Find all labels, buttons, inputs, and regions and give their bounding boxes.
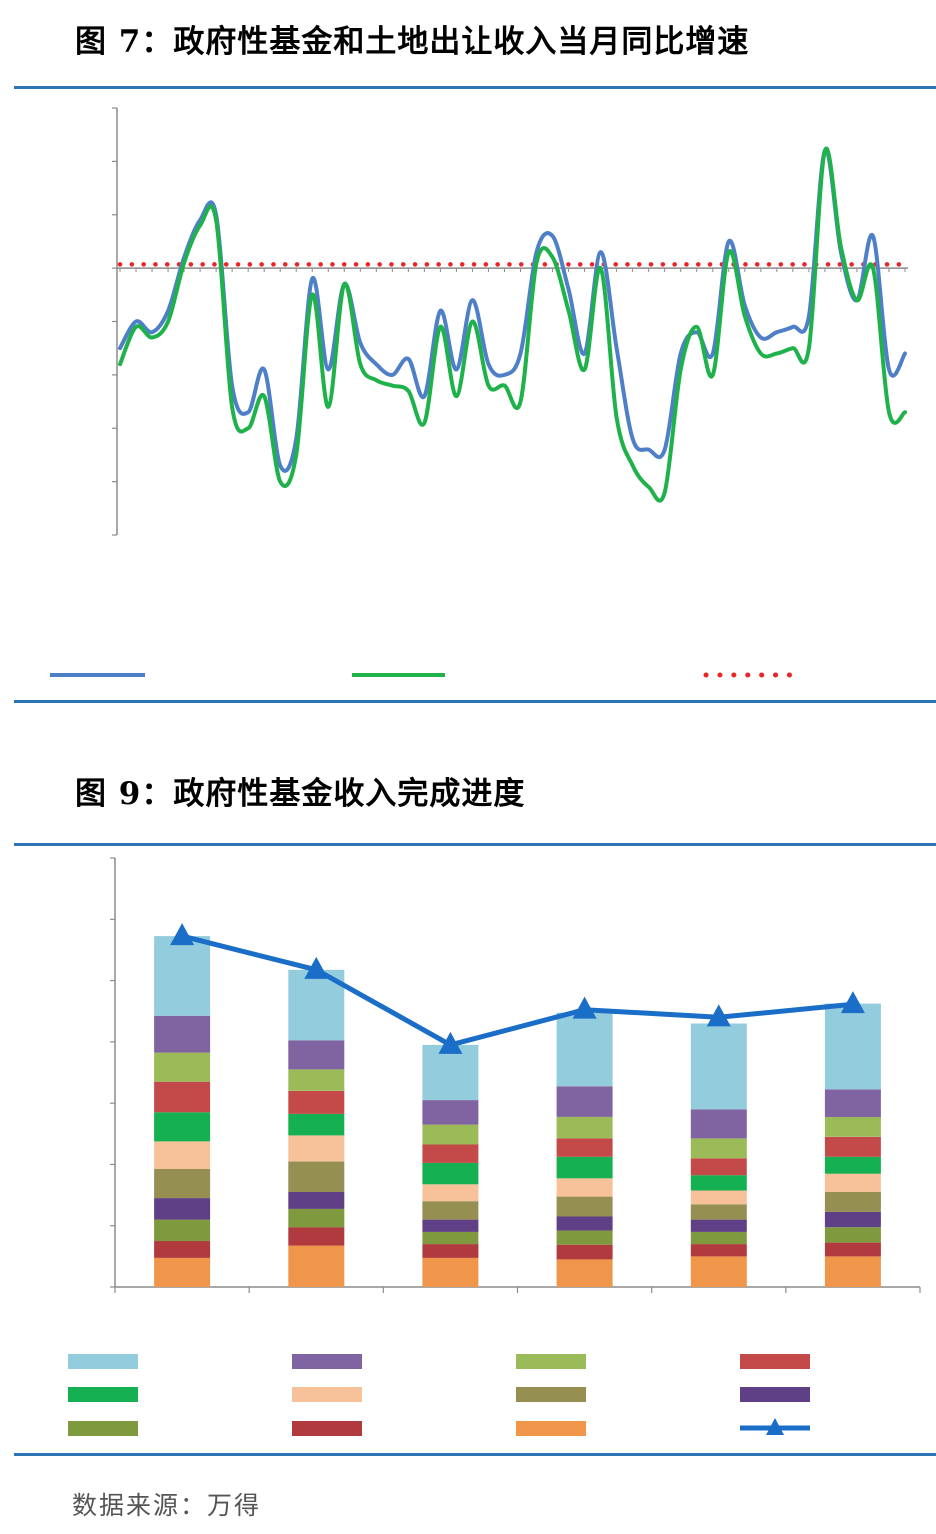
legend-swatch [740, 1354, 810, 1369]
legend-swatch [516, 1354, 586, 1369]
chart9-bar-segment [422, 1219, 479, 1232]
chart9-bar-segment [422, 1231, 479, 1245]
chart9-bar-segment [154, 1169, 211, 1199]
chart9-svg [68, 857, 921, 1436]
chart9-total-marker [438, 1031, 463, 1054]
legend-swatch [68, 1387, 138, 1402]
chart9-bar-segment [422, 1184, 479, 1202]
chart9-bar-segment [288, 1040, 345, 1070]
chart9-bar-segment [154, 1112, 211, 1142]
chart9-bar-segment [154, 1198, 211, 1220]
legend-swatch [68, 1421, 138, 1436]
chart9-bar-segment [556, 1196, 613, 1217]
chart9-bar-segment [154, 1015, 211, 1053]
chart9-bar-segment [824, 1156, 881, 1174]
chart9-bar-segment [556, 1138, 613, 1157]
chart9-total-marker [572, 996, 597, 1019]
chart9-bar-segment [824, 1136, 881, 1157]
chart9-bar-segment [154, 1257, 211, 1287]
chart9-bar-segment [824, 1089, 881, 1117]
chart9-total-marker [706, 1004, 731, 1027]
chart7-svg [50, 107, 908, 678]
chart9-bar-segment [556, 1178, 613, 1197]
chart9-total-marker [304, 956, 329, 979]
chart9-bar-segment [690, 1138, 747, 1159]
chart9-bar-segment [422, 1124, 479, 1145]
chart9-top-rule [14, 843, 936, 846]
data-source: 数据来源：万得 [72, 1491, 262, 1520]
chart9-bar-segment [824, 1173, 881, 1192]
chart9-bar-segment [154, 1141, 211, 1169]
chart9-bar-segment [288, 1069, 345, 1091]
chart9-bar-segment [422, 1244, 479, 1258]
chart9-bar-segment [690, 1023, 747, 1110]
chart9-bar-segment [556, 1116, 613, 1139]
chart9-title: 图 9：政府性基金收入完成进度 [75, 776, 526, 812]
chart9-bar-segment [154, 1052, 211, 1082]
chart9-bar-segment [690, 1231, 747, 1245]
chart9-bar-segment [422, 1162, 479, 1185]
chart9-bar-segment [824, 1116, 881, 1137]
legend-swatch [740, 1387, 810, 1402]
chart9-total-marker [170, 923, 195, 946]
chart9-bar-segment [690, 1204, 747, 1220]
chart9-bar-segment [422, 1044, 479, 1101]
chart9-bar-segment [288, 1090, 345, 1114]
chart9-bar-segment [824, 1256, 881, 1287]
chart9-bar-segment [288, 1135, 345, 1162]
chart9-bar-segment [154, 1081, 211, 1113]
chart9-bar-segment [556, 1216, 613, 1231]
legend-swatch [68, 1354, 138, 1369]
legend-swatch [292, 1387, 362, 1402]
chart9-bar-segment [288, 1208, 345, 1228]
chart9-bar-segment [556, 1012, 613, 1087]
chart9-bar-segment [690, 1244, 747, 1257]
chart9-bar-segment [556, 1156, 613, 1179]
chart9-bar-segment [422, 1144, 479, 1163]
chart7-title: 图 7：政府性基金和土地出让收入当月同比增速 [75, 24, 750, 60]
chart9-bar-segment [824, 1003, 881, 1090]
chart9-bar-segment [288, 1192, 345, 1209]
legend-swatch [516, 1387, 586, 1402]
chart9-bar-segment [690, 1175, 747, 1191]
chart9-bar-segment [422, 1257, 479, 1287]
chart9-bar-segment [556, 1244, 613, 1260]
chart9-bar-segment [824, 1242, 881, 1257]
chart9-bar-segment [154, 1241, 211, 1258]
chart9-bar-segment [690, 1158, 747, 1176]
chart9-bar-segment [824, 1192, 881, 1212]
chart9-bar-segment [154, 936, 211, 1016]
chart9-bar-segment [690, 1219, 747, 1232]
chart9-bar-segment [288, 1245, 345, 1287]
chart9-bar-segment [690, 1190, 747, 1205]
chart9-bar-segment [422, 1100, 479, 1125]
chart9-bar-segment [690, 1256, 747, 1287]
legend-total-marker [766, 1418, 784, 1435]
chart9-bar-segment [690, 1109, 747, 1139]
chart9-bottom-rule [14, 1453, 936, 1456]
chart9-bar-segment [288, 1227, 345, 1246]
legend-swatch [516, 1421, 586, 1436]
chart9-bar-segment [556, 1230, 613, 1245]
chart9-bar-segment [556, 1259, 613, 1287]
legend-swatch [292, 1421, 362, 1436]
chart9-bar-segment [824, 1211, 881, 1228]
chart7-top-rule [14, 86, 936, 89]
chart9-total-marker [840, 991, 865, 1014]
chart9-bar-segment [154, 1219, 211, 1242]
chart9-bar-segment [288, 1161, 345, 1192]
chart9-bar-segment [556, 1086, 613, 1117]
chart9-series-total-line [181, 933, 854, 1048]
chart7-series-land-transfer-line [118, 146, 907, 503]
chart9-bar-segment [288, 1113, 345, 1136]
chart7-bottom-rule [14, 700, 936, 703]
chart7-series-gov-fund-line [118, 147, 907, 473]
chart9-bar-segment [824, 1227, 881, 1243]
legend-swatch [292, 1354, 362, 1369]
chart9-bar-segment [422, 1201, 479, 1220]
